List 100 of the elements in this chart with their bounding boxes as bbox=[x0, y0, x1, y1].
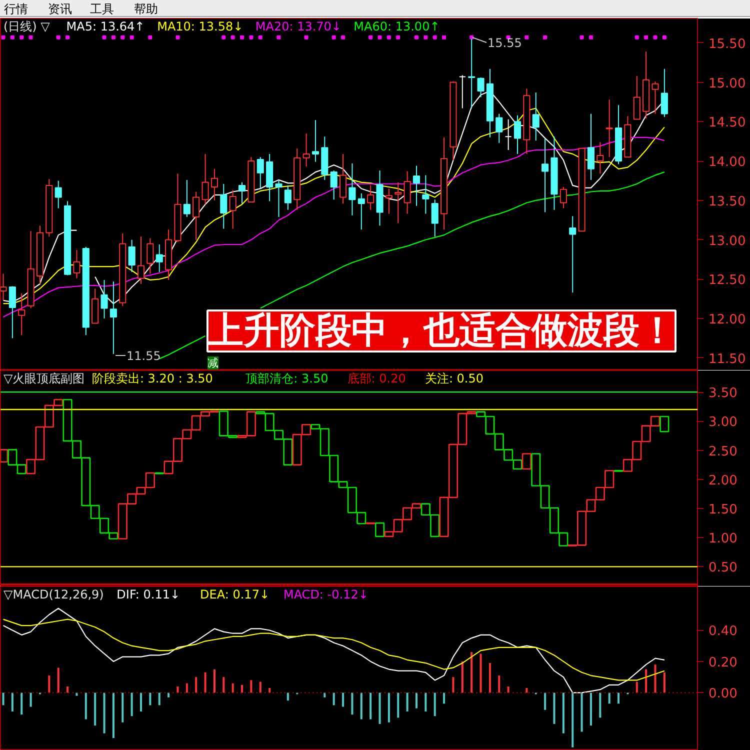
candlestick bbox=[504, 118, 512, 151]
bar bbox=[498, 676, 500, 693]
bar bbox=[378, 692, 381, 724]
y-tick-label: 12.50 bbox=[708, 273, 746, 288]
bar bbox=[195, 677, 198, 693]
bar bbox=[204, 672, 206, 693]
y-tick-label: 15.00 bbox=[708, 76, 746, 92]
bar bbox=[572, 692, 574, 748]
bar bbox=[122, 692, 124, 722]
text: 工具 bbox=[90, 1, 114, 18]
candlestick bbox=[340, 153, 347, 204]
candlestick bbox=[238, 182, 246, 204]
candlestick bbox=[156, 244, 163, 273]
text: MA20: 13.70↓ bbox=[255, 20, 342, 34]
bar bbox=[415, 692, 418, 708]
annotation: 减 bbox=[208, 356, 218, 370]
bar bbox=[480, 654, 482, 693]
candlestick bbox=[412, 165, 420, 206]
candlestick bbox=[367, 184, 374, 210]
y-tick-label: 0.00 bbox=[708, 686, 738, 702]
text: MA10: 13.58↓ bbox=[157, 20, 244, 34]
bar bbox=[522, 453, 532, 470]
bar bbox=[374, 522, 385, 538]
bar bbox=[149, 692, 152, 706]
candlestick bbox=[210, 168, 218, 201]
candlestick bbox=[183, 179, 190, 218]
bar bbox=[618, 692, 620, 704]
bar bbox=[176, 686, 179, 693]
bar bbox=[507, 686, 510, 693]
candlestick bbox=[330, 170, 338, 200]
bar bbox=[590, 692, 592, 726]
text: MA5: 13.64↑ bbox=[66, 20, 145, 34]
annotation: 上升阶段中，也适合做波段！ bbox=[208, 310, 676, 352]
candlestick bbox=[146, 238, 154, 274]
candlestick bbox=[229, 190, 236, 230]
chart-title: ▽MACD(12,26,9) bbox=[4, 588, 104, 602]
bar bbox=[103, 692, 106, 734]
y-tick-label: 0.40 bbox=[708, 624, 738, 640]
candlestick bbox=[660, 68, 668, 118]
bar bbox=[663, 672, 666, 693]
bar bbox=[94, 692, 96, 726]
y-tick-label: 0.20 bbox=[708, 655, 738, 670]
candlestick bbox=[192, 191, 200, 240]
bar bbox=[443, 692, 446, 704]
candlestick bbox=[202, 153, 209, 205]
candlestick bbox=[137, 236, 145, 284]
bar bbox=[332, 692, 335, 706]
candlestick bbox=[358, 192, 365, 230]
bar bbox=[645, 669, 648, 693]
candlestick bbox=[514, 114, 522, 154]
y-tick-label: 11.50 bbox=[708, 352, 746, 367]
line-series bbox=[2, 618, 665, 681]
bar bbox=[259, 682, 262, 693]
bar bbox=[66, 686, 69, 693]
candlestick bbox=[110, 281, 117, 354]
bar bbox=[140, 692, 142, 712]
candlestick bbox=[100, 279, 108, 320]
bar bbox=[351, 692, 354, 715]
bar bbox=[654, 664, 656, 693]
candlestick bbox=[633, 75, 640, 120]
bar bbox=[553, 692, 556, 724]
y-tick-label: 3.00 bbox=[708, 415, 738, 430]
bar bbox=[452, 677, 454, 693]
y-tick-label: 15.50 bbox=[708, 36, 746, 52]
candlestick bbox=[394, 182, 402, 224]
bar bbox=[636, 682, 638, 693]
bar bbox=[158, 692, 160, 706]
candlestick bbox=[542, 138, 549, 213]
candlestick bbox=[73, 250, 80, 279]
bar bbox=[112, 692, 114, 738]
candlestick bbox=[422, 174, 430, 214]
candlestick bbox=[477, 77, 484, 98]
candlestick bbox=[312, 120, 320, 162]
y-tick-label: 13.00 bbox=[708, 234, 746, 249]
bar bbox=[397, 692, 400, 718]
bar bbox=[580, 692, 583, 732]
bar bbox=[20, 692, 23, 715]
ref-line-label: 底部: 0.20 bbox=[347, 372, 406, 386]
bar bbox=[30, 692, 32, 707]
y-tick-label: 2.00 bbox=[708, 473, 738, 488]
bar bbox=[488, 663, 491, 693]
text: DEA: 0.17↓ bbox=[200, 588, 270, 602]
bar bbox=[57, 668, 60, 693]
candlestick bbox=[496, 113, 503, 144]
text: 资讯 bbox=[48, 1, 72, 18]
line-series bbox=[2, 608, 665, 694]
candlestick bbox=[220, 183, 228, 230]
candlestick bbox=[569, 216, 576, 294]
text: 帮助 bbox=[134, 1, 158, 18]
bar bbox=[2, 692, 4, 706]
candlestick bbox=[348, 162, 356, 216]
annotation: 11.55 bbox=[126, 349, 161, 363]
candlestick bbox=[385, 188, 392, 214]
bar bbox=[360, 692, 362, 720]
bar bbox=[461, 661, 464, 693]
bar bbox=[186, 683, 188, 693]
candlestick bbox=[458, 74, 466, 109]
bar bbox=[84, 692, 87, 720]
bar bbox=[130, 692, 133, 716]
y-tick-label: 3.50 bbox=[708, 386, 738, 402]
